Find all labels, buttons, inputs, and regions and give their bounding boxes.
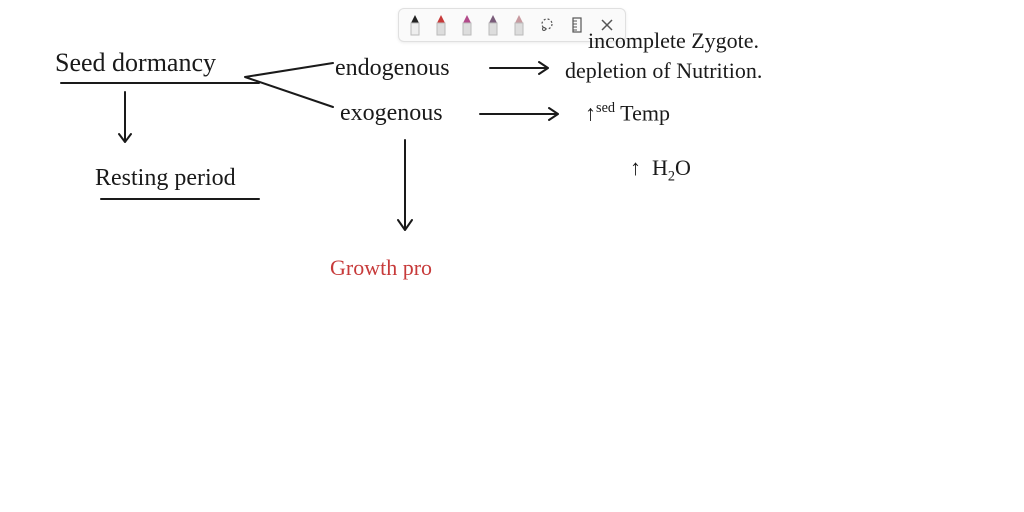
- h2o-o: O: [675, 155, 691, 180]
- h2o-arrow-glyph: ↑: [630, 155, 641, 180]
- h2o-text: ↑ H2O: [630, 155, 691, 185]
- pen-pink[interactable]: [511, 13, 527, 37]
- lasso-icon[interactable]: [537, 15, 557, 35]
- h2o-h: H: [652, 155, 668, 180]
- temp-text: ↑sed Temp: [585, 100, 670, 126]
- title-underline: [60, 82, 260, 84]
- resting-text: Resting period: [95, 165, 236, 192]
- temp-sup: sed: [596, 100, 615, 116]
- exogenous-text: exogenous: [340, 100, 443, 127]
- title-text: Seed dormancy: [55, 48, 216, 78]
- branch-lines: [245, 55, 335, 120]
- temp-word: Temp: [620, 100, 670, 125]
- resting-underline: [100, 198, 260, 200]
- pen-purple[interactable]: [485, 13, 501, 37]
- endogenous-text: endogenous: [335, 55, 450, 82]
- h2o-2: 2: [668, 168, 675, 184]
- temp-arrow-glyph: ↑: [585, 100, 596, 125]
- arrow-endo-right: [490, 58, 560, 83]
- pen-magenta[interactable]: [459, 13, 475, 37]
- arrow-title-to-resting: [115, 92, 135, 157]
- ruler-icon[interactable]: [567, 15, 587, 35]
- arrow-exo-right: [480, 104, 570, 129]
- incomplete-text: incomplete Zygote.: [588, 28, 759, 54]
- pen-black[interactable]: [407, 13, 423, 37]
- depletion-text: depletion of Nutrition.: [565, 58, 762, 84]
- arrow-exo-down: [395, 140, 415, 245]
- pen-red[interactable]: [433, 13, 449, 37]
- growth-text: Growth pro: [330, 255, 432, 281]
